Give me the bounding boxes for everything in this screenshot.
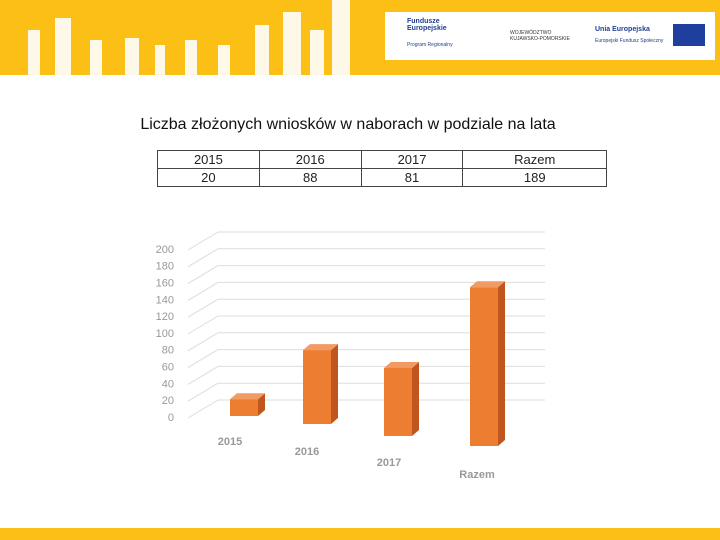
table-header: 2016: [258, 150, 362, 169]
table-cell: 81: [360, 168, 464, 187]
bar-side: [412, 361, 419, 436]
y-tick-label: 100: [156, 328, 174, 340]
bar-side: [331, 344, 338, 424]
banner-pattern: [28, 0, 350, 75]
y-tick-label: 120: [156, 311, 174, 323]
grid-line: [187, 399, 219, 419]
x-tick-label: 2015: [218, 436, 242, 448]
grid-line: [187, 231, 219, 251]
y-tick-label: 200: [156, 244, 174, 256]
table-cell: 20: [157, 168, 260, 187]
logo-strip: Fundusze Europejskie Program Regionalny …: [385, 12, 715, 60]
grid-line: [187, 365, 219, 385]
logo-text: Fundusze Europejskie: [407, 18, 447, 32]
bar-top: [303, 344, 338, 351]
bar: [230, 399, 258, 416]
y-tick-label: 140: [156, 294, 174, 306]
y-tick-label: 20: [162, 395, 174, 407]
grid-line: [187, 315, 219, 335]
logo-text: Program Regionalny: [407, 42, 453, 48]
bar-top: [384, 361, 419, 368]
grid-line: [187, 248, 219, 268]
x-tick-label: 2016: [295, 446, 319, 458]
bar-side: [498, 281, 505, 446]
logo-text: Europejski Fundusz Społeczny: [595, 38, 664, 44]
bar-side: [258, 393, 265, 416]
bottom-banner: [0, 528, 720, 540]
table-cell: 88: [258, 168, 362, 187]
y-tick-label: 0: [168, 412, 174, 424]
y-tick-label: 160: [156, 278, 174, 290]
bar-top: [230, 393, 265, 400]
y-tick-label: 180: [156, 261, 174, 273]
chart-title: Liczba złożonych wniosków w naborach w p…: [140, 116, 556, 133]
grid-line: [187, 265, 219, 285]
grid-line: [187, 382, 219, 402]
table-cell: 189: [462, 168, 607, 187]
eu-flag: [673, 24, 705, 46]
chart: 0 20 40 60 80 100 120 140 160 180 200 2015 2016 2017 R…: [156, 231, 545, 481]
y-tick-label: 60: [162, 362, 174, 374]
bar: [384, 367, 412, 436]
bar: [470, 287, 498, 446]
bar-top: [470, 281, 505, 288]
x-tick-label: 2017: [377, 457, 401, 469]
y-tick-label: 40: [162, 378, 174, 390]
logo-text: WOJEWÓDZTWO KUJAWSKO-POMORSKIE: [510, 30, 570, 42]
y-tick-label: 80: [162, 345, 174, 357]
bar: [303, 350, 331, 424]
grid-line: [187, 298, 219, 318]
x-tick-label: Razem: [459, 469, 495, 481]
data-table: 2015 2016 2017 Razem 20 88 81 189: [157, 150, 607, 187]
grid-line: [187, 281, 219, 301]
logo-text: Unia Europejska: [595, 26, 650, 33]
grid-line: [187, 332, 219, 352]
grid-line: [187, 349, 219, 369]
